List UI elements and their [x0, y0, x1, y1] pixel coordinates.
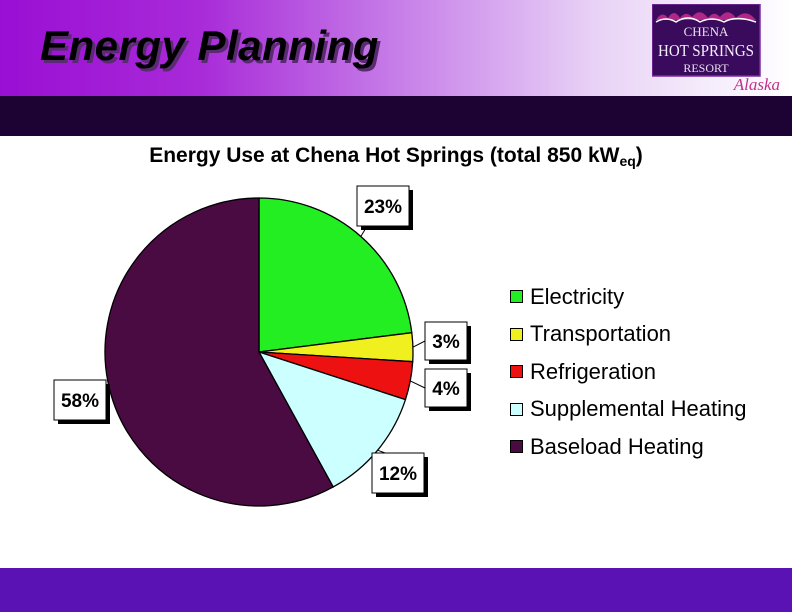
legend-item-refrigeration: Refrigeration	[510, 353, 746, 391]
legend-item-supplemental-heating: Supplemental Heating	[510, 391, 746, 429]
legend-label: Supplemental Heating	[530, 396, 747, 422]
legend-swatch	[510, 365, 523, 379]
leader-line-transportation	[412, 340, 426, 348]
chart-legend: Electricity Transportation Refrigeration Su…	[510, 278, 746, 466]
chart-title: Energy Use at Chena Hot Springs (total 8…	[0, 144, 792, 169]
logo-line-chena: CHENA	[684, 24, 729, 39]
legend-swatch	[510, 440, 523, 454]
data-label-transportation: 3%	[424, 321, 471, 364]
svg-text:3%: 3%	[432, 332, 460, 353]
legend-swatch	[510, 402, 523, 416]
legend-label: Refrigeration	[530, 358, 656, 384]
svg-text:58%: 58%	[61, 391, 99, 412]
data-label-baseload-heating: 58%	[53, 379, 110, 424]
chart-title-subscript: eq	[619, 153, 636, 169]
logo-line-alaska: Alaska	[733, 75, 780, 94]
logo-line-resort: RESORT	[683, 61, 729, 75]
slide-title: Energy Planning	[40, 22, 379, 69]
data-label-electricity: 23%	[356, 185, 413, 230]
dark-divider-bar	[0, 96, 792, 136]
pie-slice-supplemental-heating	[257, 350, 407, 488]
leader-line-refrigeration	[410, 380, 426, 389]
chart-title-text: Energy Use at Chena Hot Springs (total 8…	[149, 144, 620, 167]
data-label-refrigeration: 4%	[424, 368, 471, 411]
chart-title-suffix: )	[635, 144, 643, 167]
legend-item-baseload-heating: Baseload Heating	[510, 428, 746, 466]
svg-text:12%: 12%	[379, 464, 417, 485]
logo-line-hot-springs: HOT SPRINGS	[658, 41, 754, 60]
legend-swatch	[510, 290, 523, 304]
legend-label: Electricity	[530, 283, 625, 309]
svg-text:4%: 4%	[432, 379, 460, 400]
legend-label: Transportation	[530, 321, 672, 347]
data-label-supplemental-heating: 12%	[371, 452, 428, 497]
legend-label: Baseload Heating	[530, 433, 704, 459]
bottom-bar	[0, 568, 792, 612]
legend-item-electricity: Electricity	[510, 278, 746, 316]
chena-hot-springs-logo: CHENA HOT SPRINGS RESORT Alaska	[652, 4, 780, 94]
svg-text:23%: 23%	[364, 197, 402, 218]
legend-swatch	[510, 327, 523, 341]
legend-item-transportation: Transportation	[510, 316, 746, 354]
